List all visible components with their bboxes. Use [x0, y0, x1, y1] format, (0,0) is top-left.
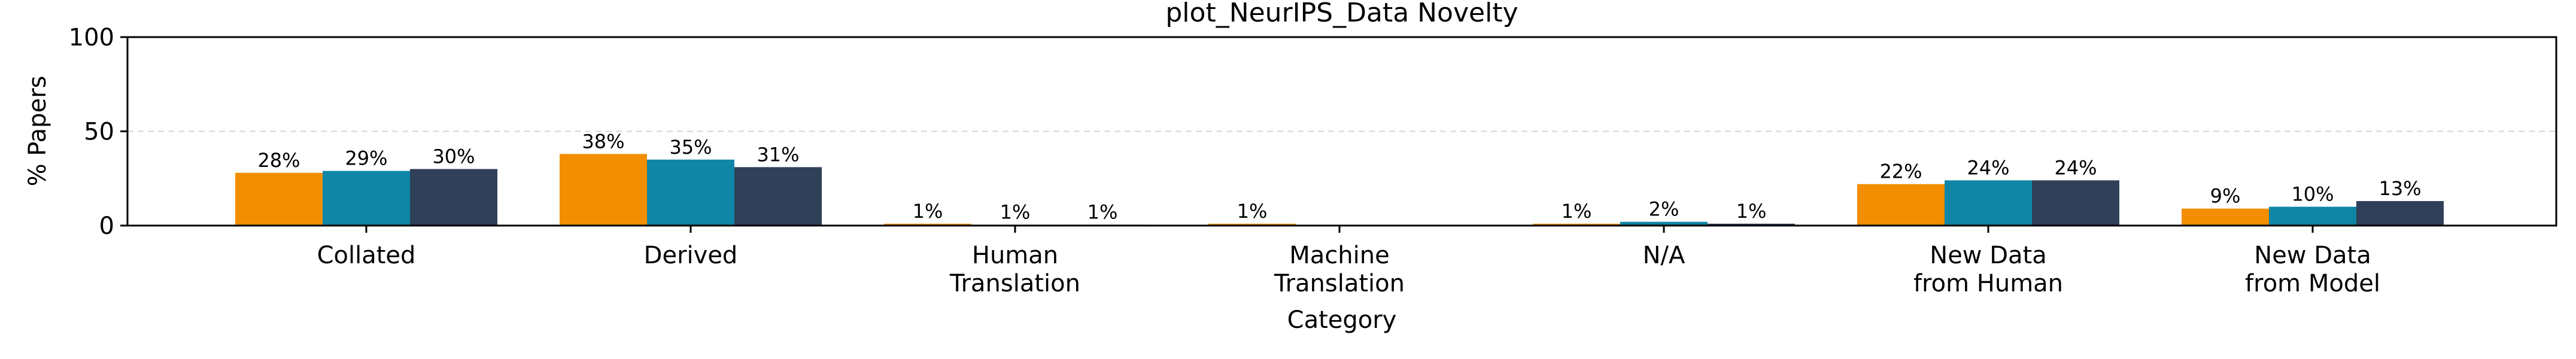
bar [323, 171, 410, 226]
data-label: 29% [345, 147, 387, 170]
x-axis: Collated Derived HumanTranslationMachineTr… [317, 226, 2380, 297]
chart-title: plot_NeurIPS_Data Novelty [1165, 0, 1518, 28]
bar [1533, 223, 1620, 226]
bars-layer [235, 154, 2444, 226]
data-label: 1% [913, 200, 943, 223]
data-label: 38% [582, 130, 624, 153]
bar [647, 159, 734, 226]
x-tick-label: Collated [317, 242, 416, 269]
x-tick-label: from Human [1913, 270, 2063, 297]
y-tick-label: 100 [69, 24, 114, 51]
data-label: 30% [432, 145, 475, 168]
data-labels-layer: 28% 29% 30% 38% 35% 31% 1% 1% 1% 1% 1% 2% 1% 22% 24% 24… [257, 130, 2421, 223]
x-tick-label: Translation [1274, 270, 1405, 297]
bar [1208, 223, 1296, 226]
data-label: 13% [2378, 177, 2421, 200]
data-label: 24% [1967, 156, 2009, 179]
data-label: 1% [1087, 200, 1118, 223]
bar [2269, 206, 2356, 226]
bar [1857, 184, 1945, 226]
bar [1708, 223, 1795, 226]
data-label: 35% [669, 136, 712, 159]
data-label: 1% [1237, 200, 1268, 223]
data-label: 28% [257, 149, 300, 172]
bar [235, 172, 323, 226]
data-label: 10% [2291, 183, 2334, 206]
x-tick-label: Human [972, 242, 1058, 269]
bar [884, 223, 971, 226]
y-axis-label: % Papers [24, 76, 51, 187]
y-tick-label: 50 [84, 118, 114, 146]
data-label: 24% [2054, 156, 2097, 179]
bar [734, 167, 822, 226]
bar [2032, 180, 2119, 226]
bar [1620, 221, 1708, 226]
y-axis: 0 50 100 [69, 24, 127, 240]
x-axis-label: Category [1287, 306, 1397, 334]
bar [560, 154, 647, 226]
x-tick-label: from Model [2245, 270, 2380, 297]
data-label: 1% [1562, 200, 1592, 223]
bar [410, 169, 497, 226]
data-label: 1% [1736, 200, 1767, 223]
x-tick-label: New Data [2254, 242, 2371, 269]
x-tick-label: N/A [1643, 242, 1685, 269]
bar [2182, 208, 2269, 226]
x-tick-label: New Data [1930, 242, 2046, 269]
x-tick-label: Derived [644, 242, 738, 269]
data-label: 1% [1000, 200, 1031, 223]
bar [1945, 180, 2032, 226]
x-tick-label: Machine [1289, 242, 1389, 269]
x-tick-label: Translation [949, 270, 1080, 297]
data-label: 31% [757, 143, 799, 166]
bar [2356, 201, 2444, 226]
data-label: 9% [2210, 185, 2241, 208]
data-label: 2% [1649, 198, 1679, 221]
data-label: 22% [1879, 160, 1922, 183]
y-tick-label: 0 [99, 212, 114, 240]
